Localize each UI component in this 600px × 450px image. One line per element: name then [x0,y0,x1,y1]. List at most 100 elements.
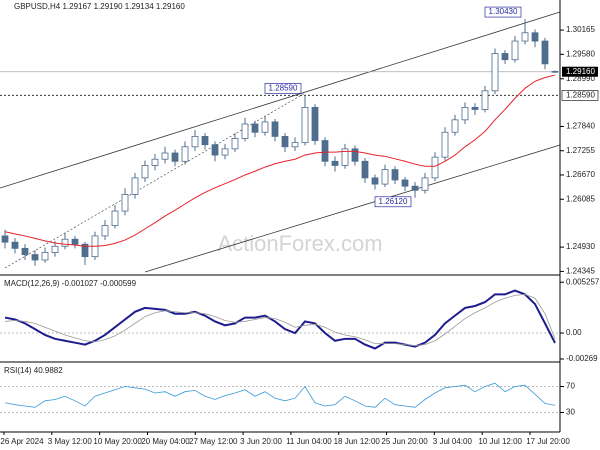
y-tick-label: 0.005257 [566,277,600,286]
x-tick-label: 27 May 12:00 [189,437,238,446]
candle-body [151,158,159,166]
candle-body [121,194,129,212]
candle-body [211,144,219,156]
candle-body [71,238,79,245]
candle-body [41,252,49,261]
macd-line [4,293,556,346]
candle-body [491,53,499,92]
y-tick-label: 0.00 [566,328,582,337]
candle-body [81,243,89,258]
x-tick-label: 26 Apr 2024 [0,437,44,446]
macd-title: MACD(12,26,9) -0.001027 -0.000599 [4,279,137,288]
candle-body [181,146,189,162]
candle-body [161,152,169,160]
candle-body [311,106,319,141]
candle-body [351,148,359,162]
watermark: ActionForex.com [217,231,382,256]
candle-body [421,177,429,191]
candle-body [131,177,139,195]
candle-body [331,160,339,166]
chart-title: GBPUSD,H4 1.29167 1.29190 1.29134 1.2916… [14,2,185,11]
candle-body [411,185,419,191]
annotation-label: 1.30430 [489,7,518,16]
candle-body [101,225,109,237]
candle-body [391,169,399,181]
candle-body [191,136,199,148]
x-tick-label: 11 Jun 04:00 [286,437,332,446]
candle-body [1,235,9,243]
candle-body [441,131,449,158]
rsi-line [4,382,556,408]
current-price-box [562,66,598,77]
candle-body [361,160,369,179]
moving-average [4,74,556,247]
candle-body [471,106,479,110]
candle-body [541,40,549,65]
x-tick-label: 10 May 20:00 [93,437,142,446]
candle-body [111,210,119,226]
candle-body [261,121,269,133]
y-tick-label: 1.24930 [566,242,595,251]
y-tick-label: 1.26085 [566,194,595,203]
candle-body [451,119,459,133]
candle-body [201,136,209,146]
candle-body [381,169,389,185]
x-tick-label: 17 Jul 20:00 [526,437,570,446]
candle-body [241,123,249,139]
x-tick-label: 25 Jun 20:00 [381,437,428,446]
candle-body [171,152,179,162]
channel-lower [144,144,561,273]
level-label: 1.28590 [566,90,595,99]
y-tick-label: 1.27255 [566,146,595,155]
rsi-title: RSI(14) 40.9882 [4,366,63,375]
candle-body [401,179,409,187]
annotation-box [374,196,412,208]
candle-body [61,238,69,247]
level-box [561,90,599,101]
x-tick-label: 20 May 04:00 [141,437,190,446]
annotation-box [484,6,522,18]
candle-body [51,245,59,253]
y-tick-label: 1.30165 [566,25,595,34]
annotation-label: 1.28590 [269,83,298,92]
macd-line [4,289,556,350]
x-tick-label: 3 Jul 04:00 [433,437,473,446]
candle-body [221,148,229,156]
candle-body [31,254,39,261]
candle-body [531,32,539,42]
candle-body [511,40,519,61]
candle-body [551,71,559,73]
current-price-label: 1.29160 [566,67,595,76]
candle-body [301,106,309,144]
candle-body [251,123,259,133]
candle-body [371,177,379,185]
candle-body [281,136,289,148]
y-tick-label: -0.00269 [566,354,598,363]
y-tick-label: 1.28990 [566,74,595,83]
candle-body [521,32,529,42]
candle-body [291,142,299,148]
y-tick-label: 1.24345 [566,266,595,275]
x-tick-label: 10 Jul 12:00 [478,437,522,446]
y-tick-label: 1.27840 [566,122,595,131]
candle-body [141,165,149,179]
y-tick-label: 1.29580 [566,49,595,58]
candle-body [21,247,29,255]
y-tick-label: 70 [566,382,575,391]
candle-body [341,148,349,166]
candle-body [11,241,19,249]
candle-body [501,53,509,61]
x-tick-label: 3 May 12:00 [48,437,93,446]
candle-body [231,138,239,150]
candle-body [431,156,439,179]
x-tick-label: 3 Jun 20:00 [240,437,282,446]
annotation-label: 1.26120 [379,197,408,206]
candle-body [461,106,469,121]
candle-body [271,121,279,137]
candle-body [321,140,329,162]
channel-upper [0,11,561,189]
annotation-box [264,83,302,94]
x-tick-label: 18 Jun 12:00 [334,437,381,446]
